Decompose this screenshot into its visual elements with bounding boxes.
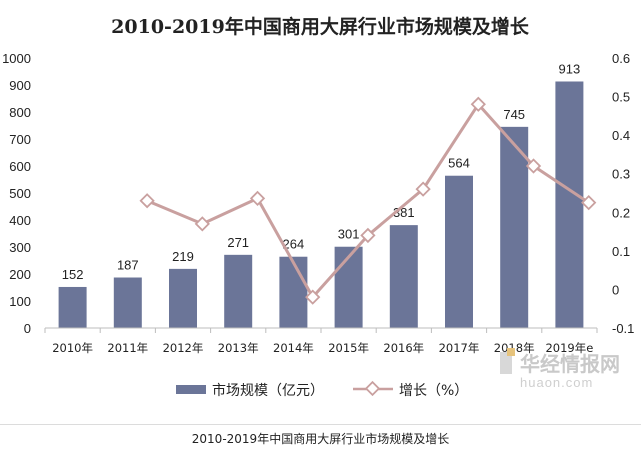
right-axis-tick-label: 0.6	[612, 51, 630, 66]
watermark: 华经情报网 huaon.com	[500, 348, 620, 390]
legend: 市场规模（亿元） 增长（%）	[176, 380, 468, 399]
bar	[279, 256, 308, 328]
legend-line-marker	[364, 380, 381, 397]
left-axis-tick-label: 400	[9, 213, 31, 228]
left-axis-tick-label: 200	[9, 267, 31, 282]
bar-data-label: 152	[62, 267, 84, 282]
bar-data-label: 301	[338, 227, 360, 242]
bar	[113, 277, 142, 328]
legend-line-label: 增长（%）	[399, 383, 468, 399]
x-axis-tick-label: 2015年	[328, 341, 369, 355]
bar-series	[58, 81, 584, 329]
x-axis-tick-label: 2016年	[383, 341, 424, 355]
left-axis-tick-label: 600	[9, 159, 31, 174]
legend-bar-label: 市场规模（亿元）	[212, 382, 324, 399]
growth-point-marker	[139, 193, 155, 209]
right-axis: -0.1 0 0.1 0.2 0.3 0.4 0.5 0.6	[612, 51, 634, 336]
bar	[445, 175, 473, 328]
left-axis-tick-label: 800	[9, 105, 31, 120]
left-axis: 0 100 200 300 400 500 600 700 800 900 1000	[2, 51, 31, 336]
caption: 2010-2019年中国商用大屏行业市场规模及增长	[191, 432, 450, 446]
growth-point-marker	[360, 227, 376, 244]
caption-separator	[0, 424, 641, 425]
bar-data-label: 271	[227, 235, 249, 250]
bar-data-label: 264	[283, 237, 305, 252]
bar	[334, 246, 363, 328]
right-axis-tick-label: 0	[612, 282, 619, 297]
bar-data-label: 187	[117, 258, 139, 273]
bar-data-label: 564	[448, 156, 470, 171]
growth-point-marker	[525, 158, 542, 174]
bar	[389, 225, 418, 328]
bar	[500, 126, 529, 328]
bar-data-label: 219	[172, 249, 194, 264]
bar	[224, 254, 253, 328]
watermark-cn: 华经情报网	[520, 352, 620, 376]
growth-point-marker	[194, 216, 210, 232]
bar	[555, 81, 584, 329]
x-axis-tick-label: 2017年	[439, 341, 480, 355]
growth-point-marker	[415, 181, 431, 197]
chart-title: 2010-2019年中国商用大屏行业市场规模及增长	[111, 15, 530, 38]
bar	[58, 286, 87, 328]
growth-point-marker	[470, 96, 486, 112]
legend-bar-swatch	[176, 385, 206, 394]
line-series	[139, 96, 597, 305]
bar-data-label: 745	[503, 107, 525, 122]
left-axis-tick-label: 300	[9, 240, 31, 255]
growth-point-marker	[581, 195, 597, 211]
chart: 2010-2019年中国商用大屏行业市场规模及增长 0 100 200 300 400 5…	[2, 15, 634, 399]
watermark-en: huaon.com	[520, 375, 593, 390]
right-axis-tick-label: 0.5	[612, 90, 630, 105]
right-axis-tick-label: 0.3	[612, 167, 630, 182]
right-axis-tick-label: 0.2	[612, 205, 630, 220]
growth-point-marker	[305, 289, 321, 305]
left-axis-tick-label: 500	[9, 186, 31, 201]
bar	[169, 268, 197, 328]
x-axis-tick-label: 2013年	[218, 341, 259, 355]
x-axis-tick-label: 2014年	[273, 341, 314, 355]
left-axis-tick-label: 100	[9, 294, 31, 309]
left-axis-tick-label: 700	[9, 132, 31, 147]
left-axis-tick-label: 0	[24, 321, 31, 336]
x-axis-tick-label: 2012年	[163, 341, 204, 355]
left-axis-tick-label: 900	[9, 78, 31, 93]
x-axis-tick-label: 2019年e	[545, 341, 593, 355]
watermark-logo-accent	[507, 348, 515, 356]
right-axis-tick-label: 0.4	[612, 128, 630, 143]
bar-data-label: 913	[559, 61, 581, 76]
right-axis-tick-label: 0.1	[612, 244, 630, 259]
right-axis-tick-label: -0.1	[612, 321, 634, 336]
x-axis-tick-label: 2010年	[52, 341, 93, 355]
watermark-logo-icon	[500, 352, 512, 374]
left-axis-tick-label: 1000	[2, 51, 31, 66]
x-axis-tick-label: 2011年	[107, 341, 148, 355]
growth-point-marker	[249, 190, 266, 207]
